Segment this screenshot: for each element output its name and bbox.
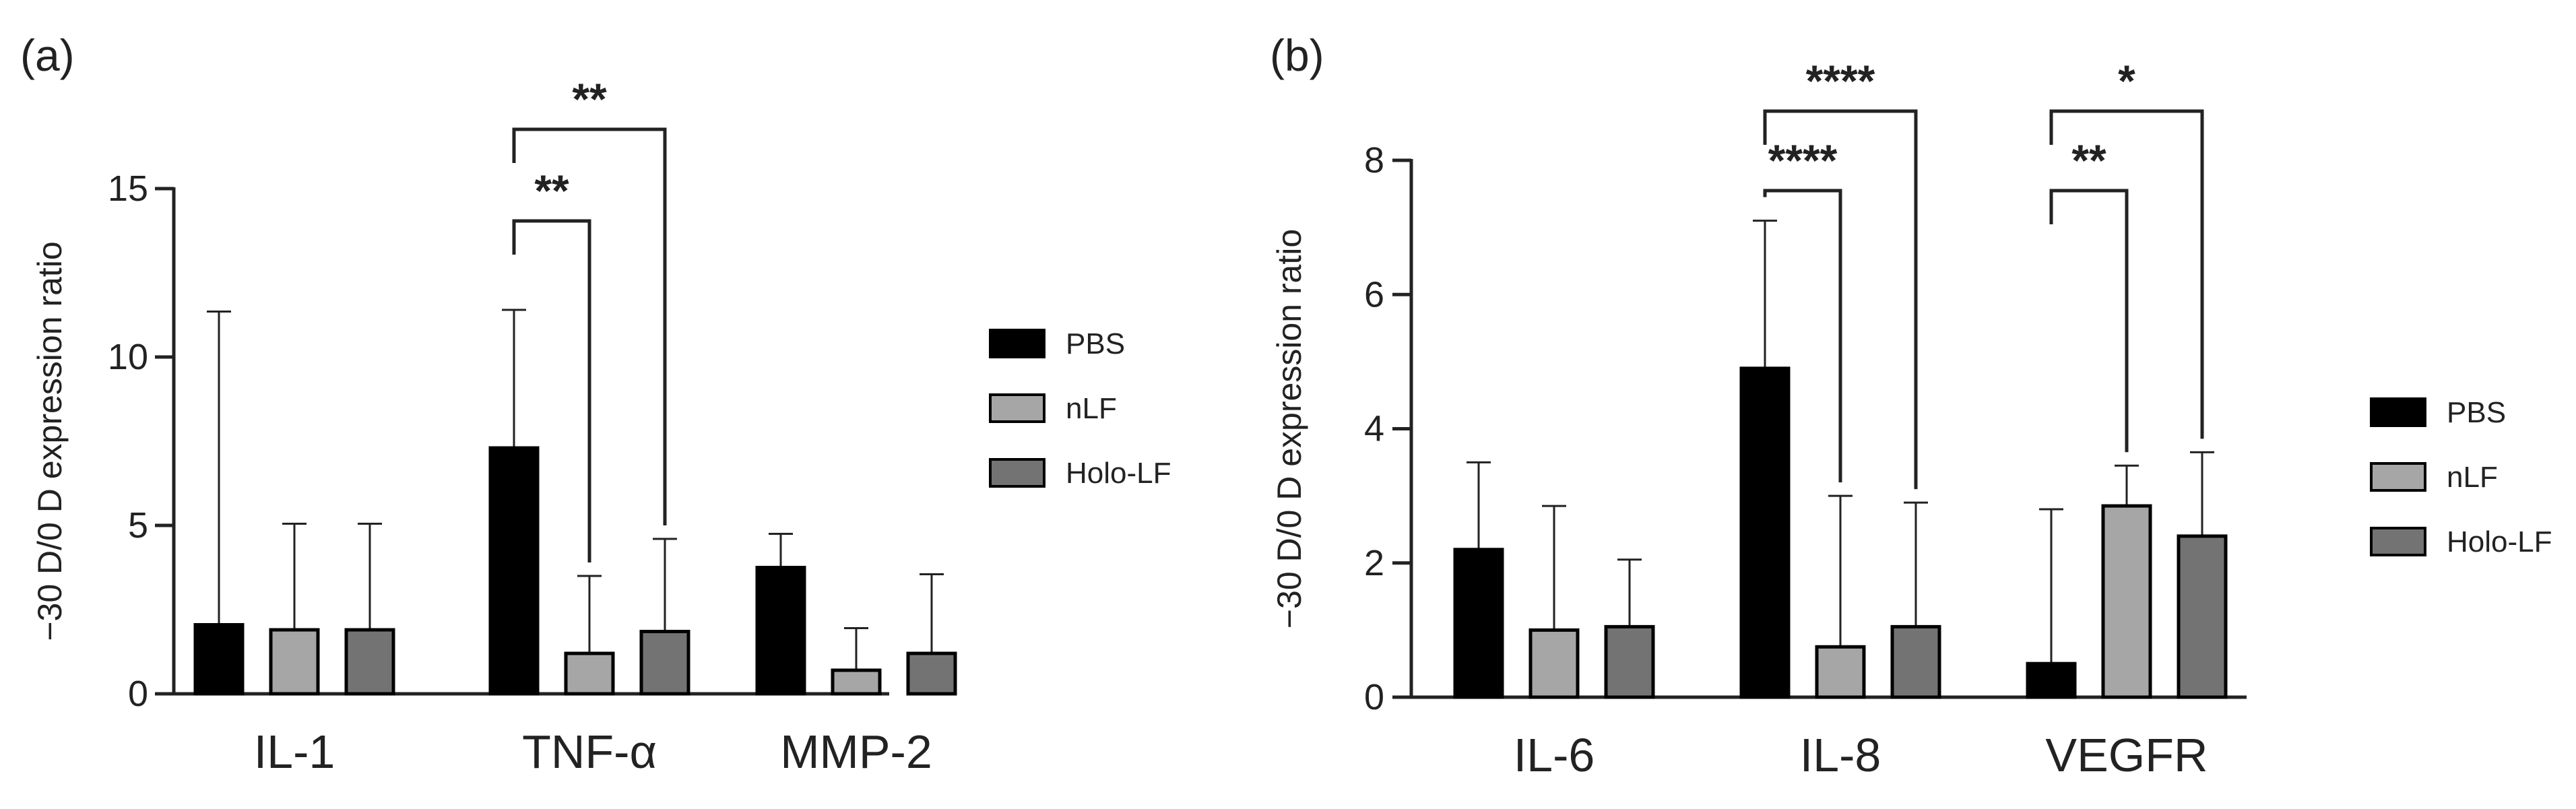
significance-label: ****: [1768, 135, 1838, 185]
significance-bracket: [512, 219, 591, 562]
bar-pbs-il6: [1453, 548, 1504, 699]
legend-entry: PBS: [2447, 396, 2506, 429]
significance-bracket: [2049, 189, 2129, 453]
significance-label: **: [2071, 135, 2106, 185]
legend-swatch-holo-lf: [2370, 527, 2426, 556]
significance-bracket: [1763, 189, 1842, 483]
panel-label: (b): [1270, 30, 1324, 80]
legend-swatch-holo-lf: [989, 458, 1045, 488]
legend-entry: Holo-LF: [2447, 525, 2552, 558]
bar-pbs-vegfr: [2026, 661, 2077, 699]
bar-pbs-il8: [1739, 366, 1791, 699]
y-tick-label: 8: [1364, 140, 1384, 181]
category-label: TNF-α: [522, 725, 657, 778]
category-label: IL-8: [1800, 729, 1881, 781]
bar-nlf-il8: [1815, 645, 1866, 699]
significance-label: ****: [1806, 56, 1875, 106]
legend-entry: nLF: [2447, 461, 2498, 494]
legend-swatch-pbs: [989, 329, 1045, 358]
bar-holo-lf-il6: [1604, 624, 1655, 699]
category-label: IL-6: [1514, 729, 1595, 781]
category-label: MMP-2: [780, 725, 932, 778]
y-tick-label: 0: [1364, 677, 1384, 717]
bar-holo-lf-il1: [344, 628, 395, 696]
legend: PBS nLF Holo-LF: [2370, 396, 2552, 558]
significance-label: *: [2118, 56, 2135, 106]
legend-swatch-nlf: [2370, 462, 2426, 492]
panel-a: (a) −30 D/0 D expression ratio 0 5 10 15 IL-1 T…: [20, 30, 1171, 778]
legend-swatch-nlf: [989, 393, 1045, 423]
bar-holo-lf-mmp2: [906, 651, 957, 696]
bar-pbs-il1: [193, 623, 245, 696]
significance-bracket: [512, 127, 667, 525]
y-axis-label: −30 D/0 D expression ratio: [31, 241, 69, 641]
bar-holo-lf-tnf: [639, 630, 690, 696]
significance-label: **: [572, 74, 607, 124]
category-label: IL-1: [254, 725, 335, 778]
y-tick-label: 5: [128, 505, 148, 546]
bar-pbs-mmp2: [755, 566, 806, 696]
panel-b: (b) −30 D/0 D expression ratio 0 2 4 6 8 IL-6 IL…: [1270, 30, 2552, 781]
y-tick-label: 0: [128, 674, 148, 714]
legend-swatch-pbs: [2370, 397, 2426, 427]
bar-holo-lf-il8: [1890, 624, 1941, 699]
y-tick-label: 6: [1364, 274, 1384, 315]
significance-bracket: [1763, 109, 1918, 490]
y-tick-label: 4: [1364, 409, 1384, 449]
bar-nlf-vegfr: [2101, 504, 2152, 699]
significance-label: **: [534, 166, 569, 216]
legend-entry: Holo-LF: [1066, 457, 1171, 490]
y-axis-label: −30 D/0 D expression ratio: [1270, 229, 1308, 628]
bar-nlf-tnf: [564, 651, 615, 696]
bar-pbs-tnf: [488, 446, 540, 696]
legend-entry: PBS: [1066, 327, 1125, 360]
bar-nlf-il6: [1528, 628, 1580, 699]
bar-nlf-mmp2: [831, 668, 882, 696]
y-tick-label: 15: [108, 168, 148, 209]
legend: PBS nLF Holo-LF: [989, 327, 1171, 490]
panel-label: (a): [20, 30, 75, 80]
y-tick-label: 2: [1364, 543, 1384, 583]
category-label: VEGFR: [2045, 729, 2208, 781]
bar-holo-lf-vegfr: [2177, 534, 2228, 699]
significance-bracket: [2049, 109, 2204, 439]
bar-nlf-il1: [269, 628, 320, 696]
y-tick-label: 10: [108, 337, 148, 377]
legend-entry: nLF: [1066, 392, 1117, 425]
